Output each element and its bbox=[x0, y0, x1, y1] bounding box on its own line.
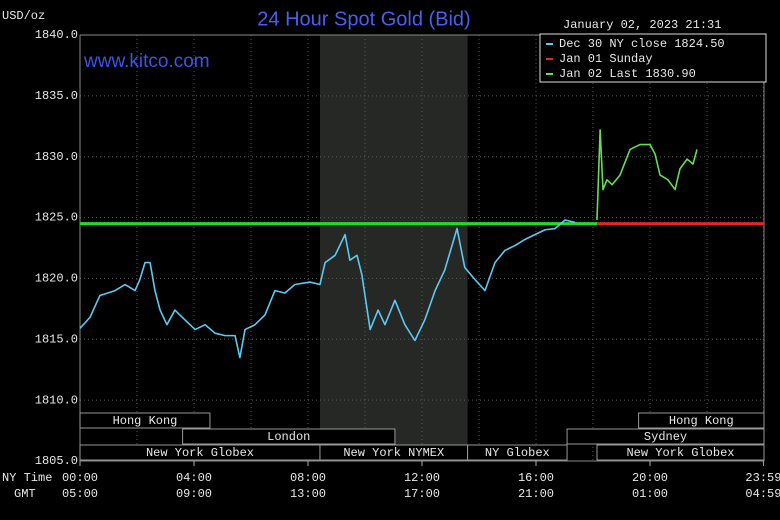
x-tick-label-gmt: 01:00 bbox=[632, 487, 668, 501]
session-label: New York Globex bbox=[626, 446, 734, 460]
session-box bbox=[638, 412, 765, 429]
x-tick-label: 20:00 bbox=[632, 471, 668, 485]
session-label: New York Globex bbox=[146, 446, 254, 460]
session-box bbox=[79, 412, 211, 429]
x-tick-label: 00:00 bbox=[62, 471, 98, 485]
nymex-shade bbox=[319, 35, 468, 461]
session-label: Sydney bbox=[644, 430, 687, 444]
legend-label: Jan 01 Sunday bbox=[559, 52, 653, 66]
x-tick-label-gmt: 05:00 bbox=[62, 487, 98, 501]
y-tick-label: 1820.0 bbox=[35, 272, 78, 286]
session-box bbox=[596, 444, 765, 461]
x-tick-label-gmt: 21:00 bbox=[518, 487, 554, 501]
y-tick-label: 1830.0 bbox=[35, 150, 78, 164]
y-tick-label: 1810.0 bbox=[35, 393, 78, 407]
x-tick-label-gmt: 13:00 bbox=[290, 487, 326, 501]
session-box bbox=[182, 428, 396, 445]
watermark: www.kitco.com bbox=[83, 51, 210, 72]
timestamp: January 02, 2023 21:31 bbox=[563, 18, 721, 32]
session-label: London bbox=[267, 430, 310, 444]
x-tick-label: 04:00 bbox=[176, 471, 212, 485]
x-axis-label: NY Time bbox=[2, 471, 52, 485]
series-line bbox=[79, 219, 576, 359]
legend-box bbox=[539, 33, 767, 83]
x-tick-label-gmt: 04:59 bbox=[745, 487, 780, 501]
y-tick-label: 1805.0 bbox=[35, 454, 78, 468]
legend-label: Dec 30 NY close 1824.50 bbox=[559, 37, 725, 51]
x-tick-label: 23:59 bbox=[745, 471, 780, 485]
y-tick-label: 1825.0 bbox=[35, 211, 78, 225]
x-tick-label: 08:00 bbox=[290, 471, 326, 485]
x-axis-label-gmt: GMT bbox=[14, 487, 36, 501]
y-tick-label: 1815.0 bbox=[35, 332, 78, 346]
x-tick-label: 12:00 bbox=[404, 471, 440, 485]
y-tick-label: 1840.0 bbox=[35, 28, 78, 42]
x-tick-label-gmt: 17:00 bbox=[404, 487, 440, 501]
session-label: New York NYMEX bbox=[343, 446, 444, 460]
plot-background bbox=[79, 34, 764, 462]
x-tick-label-gmt: 09:00 bbox=[176, 487, 212, 501]
session-box bbox=[566, 428, 765, 445]
y-axis-label: USD/oz bbox=[2, 9, 45, 23]
session-label: Hong Kong bbox=[669, 414, 734, 428]
y-tick-label: 1835.0 bbox=[35, 89, 78, 103]
session-box bbox=[467, 444, 568, 461]
session-label: Hong Kong bbox=[113, 414, 178, 428]
series-line bbox=[596, 129, 698, 221]
x-tick-label: 16:00 bbox=[518, 471, 554, 485]
legend-label: Jan 02 Last 1830.90 bbox=[559, 67, 696, 81]
session-label: NY Globex bbox=[485, 446, 550, 460]
chart-title: 24 Hour Spot Gold (Bid) bbox=[257, 8, 470, 30]
